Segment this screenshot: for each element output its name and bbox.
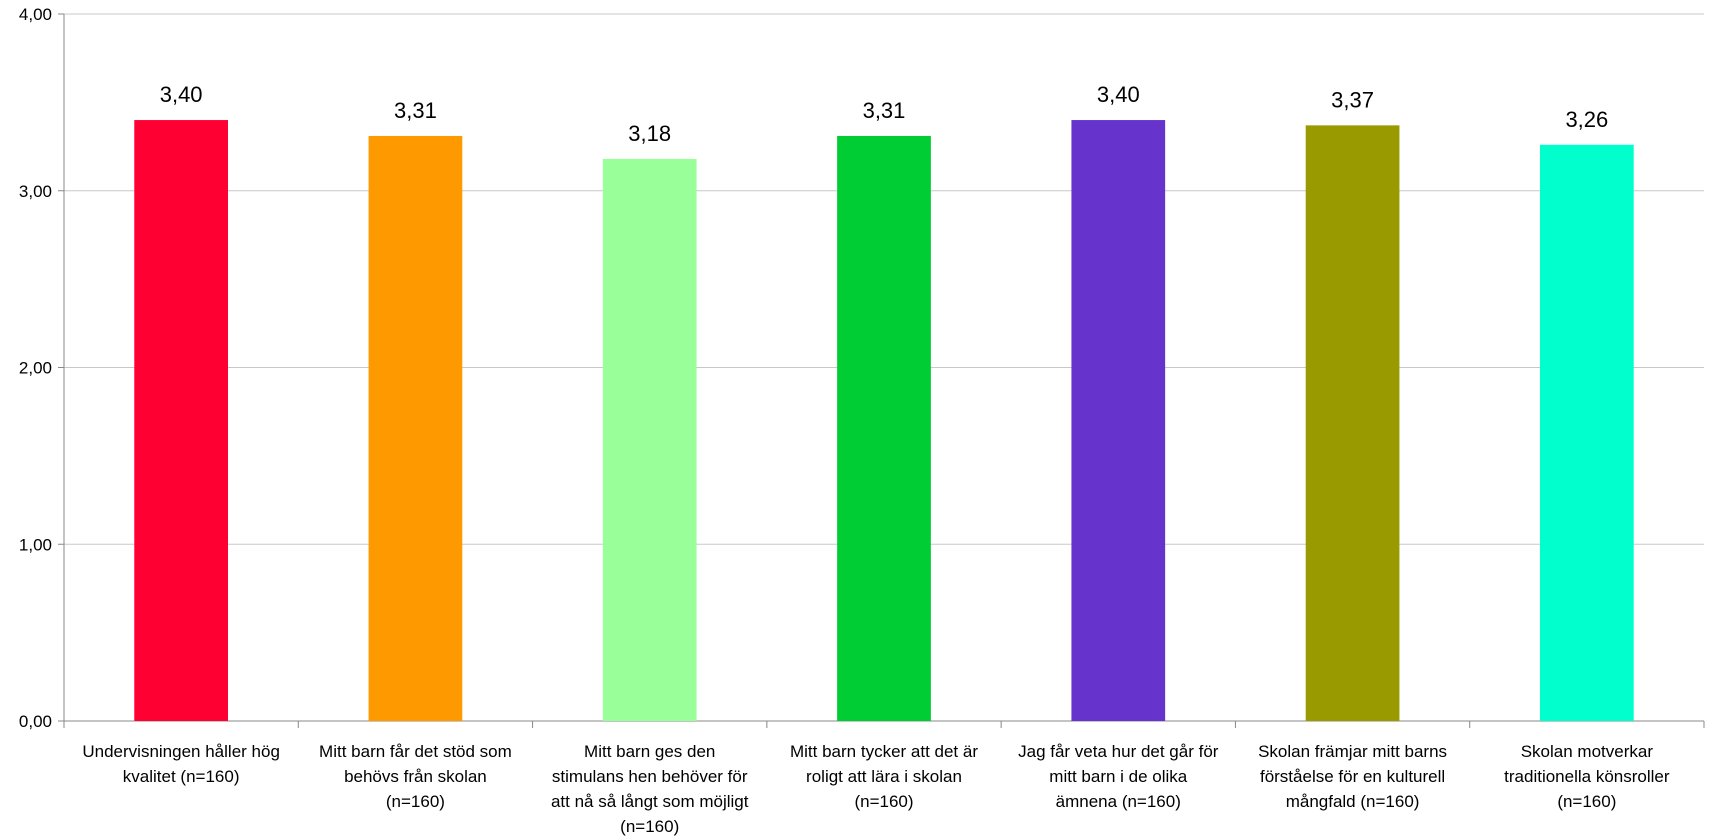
bar bbox=[368, 135, 463, 721]
data-label: 3,26 bbox=[1565, 107, 1608, 132]
category-label-line: Skolan främjar mitt barns bbox=[1258, 742, 1447, 761]
category-label-line: mitt barn i de olika bbox=[1049, 767, 1187, 786]
y-axis-tick-labels: 0,00 1,00 2,00 3,00 4,00 bbox=[19, 5, 52, 731]
category-label-line: Jag får veta hur det går för bbox=[1018, 742, 1219, 761]
data-label: 3,31 bbox=[394, 98, 437, 123]
category-label: Jag får veta hur det går för mitt barn i … bbox=[1018, 742, 1219, 811]
category-label: Mitt barn ges den stimulans hen behöver f… bbox=[551, 742, 749, 836]
category-label-line: (n=160) bbox=[620, 817, 679, 836]
data-label: 3,18 bbox=[628, 121, 671, 146]
bars bbox=[134, 120, 1634, 722]
bar bbox=[134, 120, 228, 722]
data-label: 3,40 bbox=[160, 82, 203, 107]
category-label: Undervisningen håller hög kvalitet (n=160… bbox=[82, 742, 280, 786]
bar bbox=[1071, 120, 1166, 722]
bar bbox=[837, 135, 931, 721]
category-label-line: Skolan motverkar bbox=[1521, 742, 1654, 761]
category-label-line: Mitt barn får det stöd som bbox=[319, 742, 512, 761]
category-label: Mitt barn tycker att det är roligt att lä… bbox=[790, 742, 978, 811]
data-label: 3,31 bbox=[863, 98, 906, 123]
data-label: 3,37 bbox=[1331, 87, 1374, 112]
category-label-line: förståelse för en kulturell bbox=[1260, 767, 1445, 786]
category-label-line: traditionella könsroller bbox=[1504, 767, 1670, 786]
data-label: 3,40 bbox=[1097, 82, 1140, 107]
category-label-line: (n=160) bbox=[386, 792, 445, 811]
category-label-line: mångfald (n=160) bbox=[1286, 792, 1420, 811]
y-tick-label: 2,00 bbox=[19, 359, 52, 378]
category-label: Skolan motverkar traditionella könsroller… bbox=[1504, 742, 1670, 811]
x-axis-category-labels: Undervisningen håller hög kvalitet (n=160… bbox=[82, 742, 1669, 836]
data-labels: 3,40 3,31 3,18 3,31 3,40 3,37 3,26 bbox=[160, 82, 1609, 146]
category-label-line: (n=160) bbox=[1557, 792, 1616, 811]
y-tick-label: 3,00 bbox=[19, 182, 52, 201]
category-label-line: behövs från skolan bbox=[344, 767, 487, 786]
category-label-line: att nå så långt som möjligt bbox=[551, 792, 749, 811]
y-tick-label: 0,00 bbox=[19, 712, 52, 731]
y-tick-label: 4,00 bbox=[19, 5, 52, 24]
category-label-line: roligt att lära i skolan bbox=[806, 767, 962, 786]
bar bbox=[1540, 144, 1634, 722]
category-label-line: stimulans hen behöver för bbox=[552, 767, 748, 786]
category-label-line: kvalitet (n=160) bbox=[123, 767, 240, 786]
category-label-line: Mitt barn tycker att det är bbox=[790, 742, 978, 761]
category-label-line: ämnena (n=160) bbox=[1056, 792, 1181, 811]
category-label-line: Undervisningen håller hög bbox=[82, 742, 280, 761]
category-label: Skolan främjar mitt barns förståelse för … bbox=[1258, 742, 1447, 811]
category-label-line: (n=160) bbox=[854, 792, 913, 811]
bar bbox=[1305, 125, 1400, 722]
category-label: Mitt barn får det stöd som behövs från sk… bbox=[319, 742, 512, 811]
bar bbox=[602, 158, 697, 721]
category-label-line: Mitt barn ges den bbox=[584, 742, 715, 761]
y-tick-label: 1,00 bbox=[19, 535, 52, 554]
